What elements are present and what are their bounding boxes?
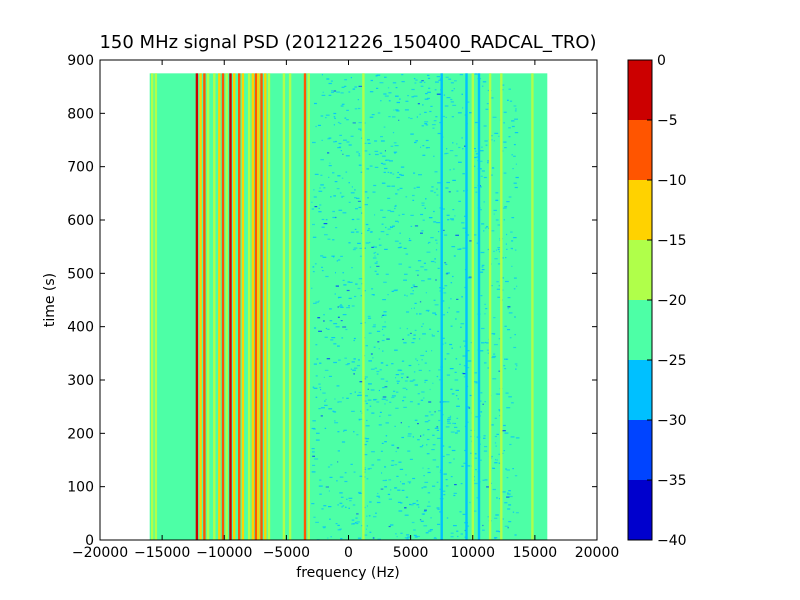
colorbar-bin-4 [628, 240, 652, 300]
x-axis-label: frequency (Hz) [296, 565, 399, 581]
spectral-band-5 [206, 73, 210, 540]
heatmap-noise [311, 73, 520, 540]
colorbar-tick-label: −40 [657, 533, 687, 549]
y-tick-label: 500 [67, 266, 94, 282]
colorbar-axis: 0 −5 −10 −15 −20 −25 −30 −35 −40 [647, 53, 687, 549]
colorbar-tick-label: −10 [657, 173, 687, 189]
spectral-band-19 [264, 73, 267, 540]
spectral-band-18 [260, 73, 263, 540]
x-tick-label: 10000 [450, 545, 495, 561]
colorbar-tick-label: −30 [657, 413, 687, 429]
colorbar-tick-label: −20 [657, 293, 687, 309]
spectral-band-32 [531, 73, 534, 540]
spectral-band-12 [238, 73, 241, 540]
x-tick-label: −10000 [196, 545, 252, 561]
x-tick-label: 0 [344, 545, 353, 561]
colorbar-bin-2 [628, 360, 652, 420]
x-tick-label: −20000 [72, 545, 128, 561]
spectral-band-20 [267, 73, 271, 540]
colorbar-bin-3 [628, 300, 652, 360]
spectral-band-2 [195, 73, 199, 540]
spectral-band-13 [241, 73, 245, 540]
spectral-band-10 [229, 73, 232, 540]
y-axis: 0 100 200 300 400 500 600 700 800 900 [67, 53, 597, 549]
heatmap-background [149, 73, 548, 540]
x-axis: −20000 −15000 −10000 −5000 0 5000 10000 15000 20… [72, 60, 619, 561]
colorbar-tick-label: −35 [657, 473, 687, 489]
spectral-band-17 [257, 73, 260, 540]
spectral-band-27 [465, 73, 468, 540]
chart-title: 150 MHz signal PSD (20121226_150400_RADC… [99, 32, 596, 53]
y-tick-label: 400 [67, 320, 94, 336]
spectral-band-21 [282, 73, 286, 540]
y-tick-label: 700 [67, 160, 94, 176]
colorbar-tick-label: −5 [657, 113, 678, 129]
x-tick-label: 5000 [393, 545, 429, 561]
spectral-band-28 [471, 73, 474, 540]
spectral-band-3 [199, 73, 202, 540]
y-axis-label: time (s) [42, 273, 58, 327]
y-tick-label: 300 [67, 373, 94, 389]
y-tick-label: 100 [67, 480, 94, 496]
colorbar-bin-5 [628, 180, 652, 240]
colorbar-bin-7 [628, 60, 652, 120]
spectral-band-16 [254, 73, 258, 540]
x-tick-label: 15000 [513, 545, 558, 561]
spectral-band-22 [288, 73, 292, 540]
spectral-band-29 [477, 73, 481, 540]
spectral-band-8 [221, 73, 225, 540]
spectral-band-9 [225, 73, 228, 540]
spectral-band-24 [307, 73, 310, 540]
colorbar-tick-label: −15 [657, 233, 687, 249]
spectral-band-31 [500, 73, 503, 540]
x-tick-label: −15000 [134, 545, 190, 561]
y-tick-label: 600 [67, 213, 94, 229]
y-tick-label: 900 [67, 53, 94, 69]
y-tick-label: 800 [67, 106, 94, 122]
colorbar [627, 59, 653, 541]
spectral-band-30 [488, 73, 492, 540]
spectral-band-6 [213, 73, 216, 540]
spectral-band-11 [233, 73, 236, 540]
colorbar-tick-label: −25 [657, 353, 687, 369]
x-tick-label: −5000 [263, 545, 310, 561]
y-tick-label: 200 [67, 426, 94, 442]
y-tick-label: 0 [85, 533, 94, 549]
spectral-band-26 [440, 73, 443, 540]
x-tick-label: 20000 [575, 545, 620, 561]
colorbar-bin-1 [628, 420, 652, 480]
heatmap-area [149, 73, 548, 540]
colorbar-bin-6 [628, 120, 652, 180]
spectral-band-7 [218, 73, 221, 540]
spectral-band-25 [362, 73, 365, 540]
spectral-band-1 [154, 73, 158, 540]
spectral-band-14 [247, 73, 251, 540]
spectral-band-0 [151, 73, 154, 540]
colorbar-bin-0 [628, 480, 652, 540]
spectral-band-4 [203, 73, 206, 540]
spectral-band-23 [303, 73, 307, 540]
spectral-band-15 [251, 73, 254, 540]
colorbar-tick-label: 0 [657, 53, 666, 69]
